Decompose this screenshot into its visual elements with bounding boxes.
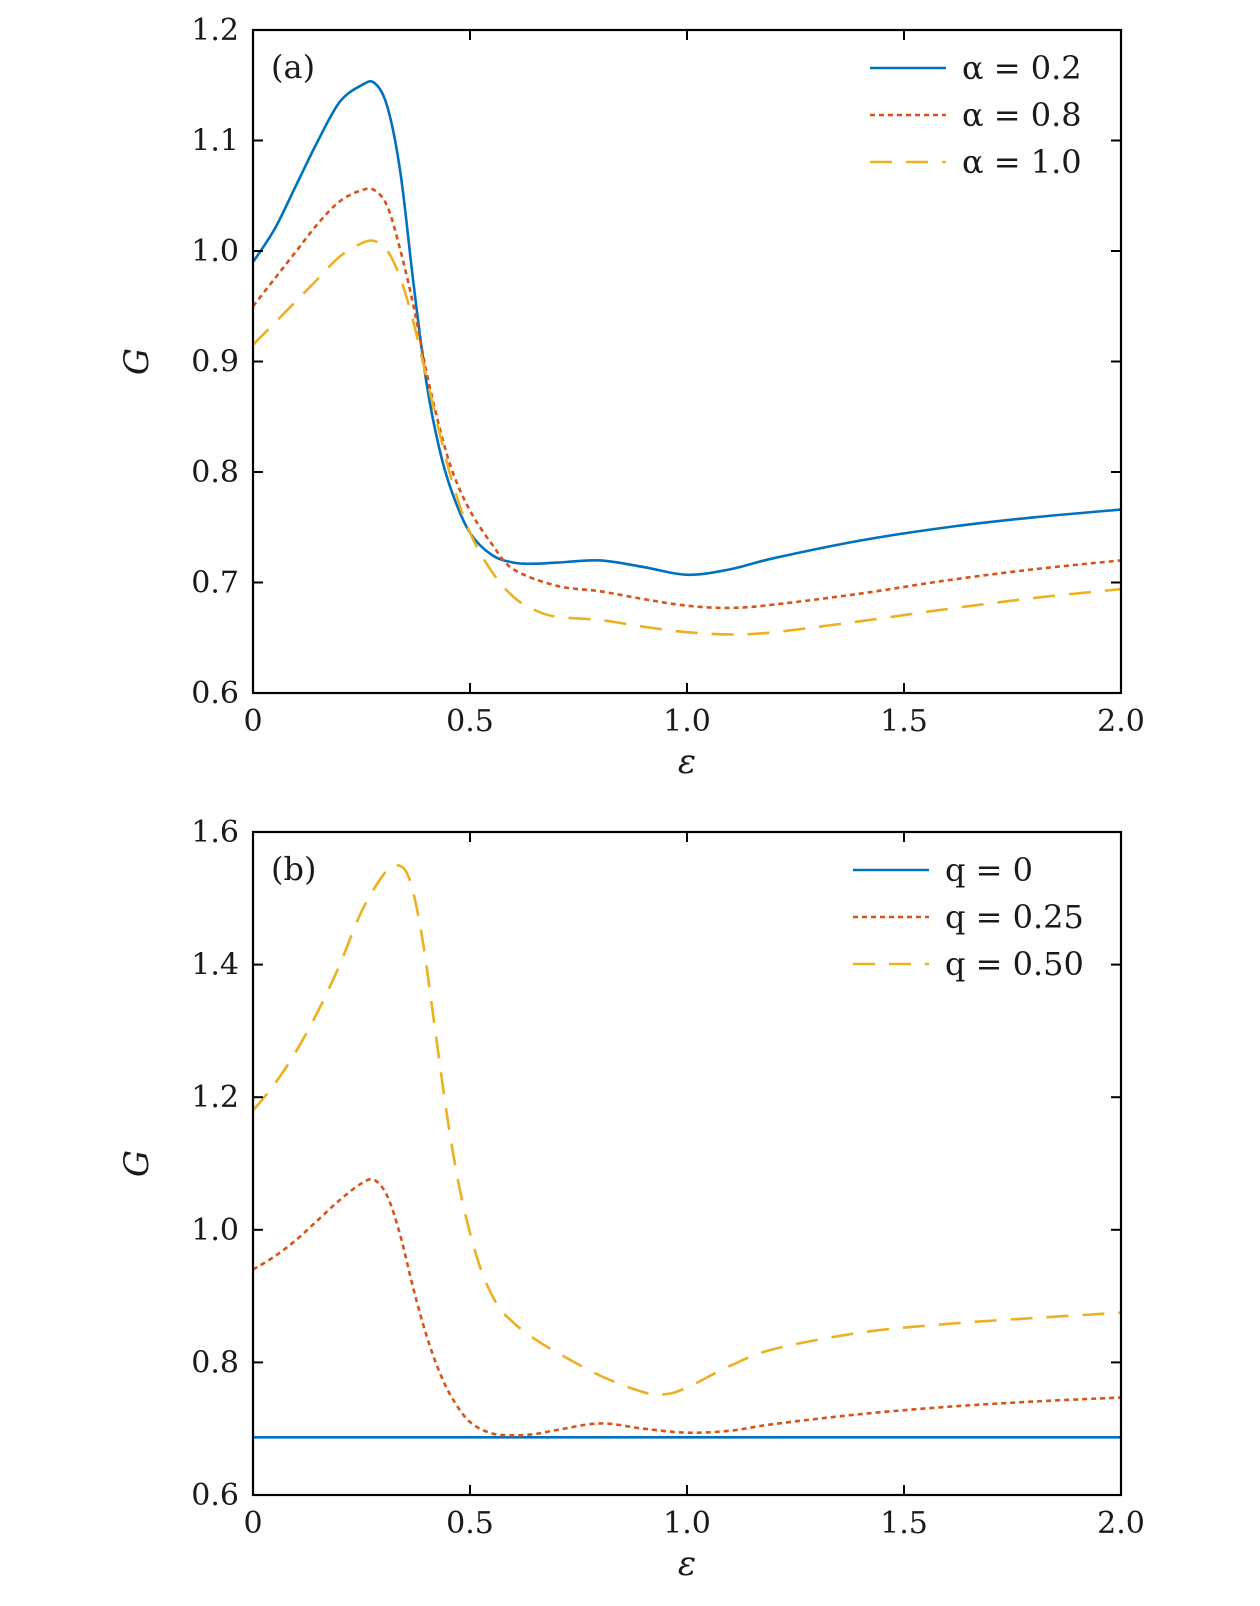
- y-tick-label: 1.2: [191, 1080, 239, 1115]
- x-tick-label: 1.0: [663, 704, 711, 739]
- y-tick-label: 0.8: [191, 1345, 239, 1380]
- series-group: [253, 79, 1121, 636]
- y-axis-label: G: [117, 348, 157, 375]
- x-axis-label: ε: [678, 742, 696, 782]
- y-tick-label: 1.2: [191, 13, 239, 48]
- x-tick-label: 0: [243, 1506, 262, 1541]
- legend-label-3: α = 1.0: [962, 143, 1082, 181]
- legend-label-1: q = 0: [945, 851, 1033, 889]
- series-line-2: [253, 187, 1121, 610]
- x-tick-label: 0.5: [446, 704, 494, 739]
- legend: q = 0 q = 0.25 q = 0.50: [853, 851, 1084, 983]
- y-tick-label: 0.7: [191, 566, 239, 601]
- x-tick-label: 1.5: [880, 1506, 928, 1541]
- series-line-3: [253, 863, 1121, 1397]
- y-tick-label: 0.6: [191, 1478, 239, 1513]
- x-tick-label: 2.0: [1097, 704, 1145, 739]
- x-tick-label: 0: [243, 704, 262, 739]
- y-tick-label: 1.0: [191, 1213, 239, 1248]
- y-tick-label: 0.6: [191, 676, 239, 711]
- y-tick-label: 1.1: [191, 124, 239, 159]
- panel-b: 0 0.5 1.0 1.5 2.0 0.6 0.8 1.0 1.2 1.4 1.6 ε G (b) q = …: [117, 815, 1145, 1584]
- legend-label-2: α = 0.8: [962, 96, 1082, 134]
- y-axis-label: G: [117, 1150, 157, 1177]
- y-tick-label: 0.9: [191, 345, 239, 380]
- series-group: [253, 863, 1121, 1439]
- y-tick-label: 1.6: [191, 815, 239, 850]
- series-line-2: [253, 1177, 1121, 1437]
- panel-label: (a): [271, 48, 315, 86]
- x-tick-label: 1.0: [663, 1506, 711, 1541]
- y-tick-label: 0.8: [191, 455, 239, 490]
- x-axis-label: ε: [678, 1544, 696, 1584]
- x-tick-label: 2.0: [1097, 1506, 1145, 1541]
- series-line-3: [253, 239, 1121, 636]
- legend: α = 0.2 α = 0.8 α = 1.0: [870, 49, 1082, 181]
- x-tick-label: 1.5: [880, 704, 928, 739]
- panel-a: 0 0.5 1.0 1.5 2.0 0.6 0.7 0.8 0.9 1.0 1.1 1.2 ε G (a) α…: [117, 13, 1145, 782]
- legend-label-2: q = 0.25: [945, 898, 1084, 936]
- y-tick-label: 1.4: [191, 948, 239, 983]
- legend-label-3: q = 0.50: [945, 945, 1084, 983]
- legend-label-1: α = 0.2: [962, 49, 1082, 87]
- x-tick-label: 0.5: [446, 1506, 494, 1541]
- panel-label: (b): [271, 850, 316, 888]
- y-tick-label: 1.0: [191, 234, 239, 269]
